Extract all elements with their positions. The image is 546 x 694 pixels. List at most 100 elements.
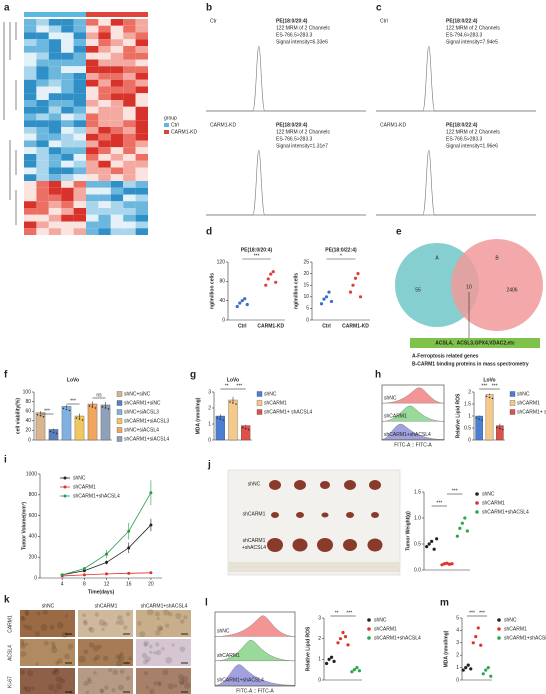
heatmap-cell — [36, 73, 49, 80]
heatmap-cell — [86, 140, 99, 148]
panel-label: k — [4, 595, 10, 606]
signal-label: Signal intensity=6.33e6 — [276, 39, 328, 45]
x-tick-label: Ctrl — [322, 323, 331, 329]
heatmap-cell — [24, 133, 37, 141]
heatmap-cell — [98, 214, 111, 222]
heatmap-cell — [48, 113, 62, 121]
heatmap-cell — [135, 120, 148, 127]
flow-label: shNC — [384, 395, 397, 401]
x-tick-label: Ctrl — [238, 323, 247, 329]
heatmap-cell — [98, 32, 111, 40]
legend-swatch — [116, 427, 123, 433]
dot — [355, 666, 359, 670]
heatmap-cell — [48, 73, 62, 80]
heatmap-cell — [36, 113, 49, 121]
texture — [155, 649, 162, 656]
texture — [20, 615, 25, 620]
heatmap-cell — [86, 214, 99, 222]
legend-swatch — [497, 627, 501, 631]
texture — [156, 617, 160, 621]
significance: ** — [335, 610, 339, 616]
heatmap-cell — [135, 25, 148, 33]
heatmap-cell — [86, 46, 99, 53]
heatmap-cell — [110, 187, 124, 195]
texture — [40, 624, 48, 631]
heatmap-cell — [48, 79, 62, 87]
texture — [97, 644, 102, 649]
dot — [341, 630, 345, 635]
legend-swatch — [367, 627, 371, 631]
texture — [123, 625, 128, 630]
panel-label: h — [375, 370, 381, 381]
texture — [42, 609, 49, 615]
heatmap-cell — [98, 133, 111, 141]
heatmap-cell — [98, 73, 111, 80]
texture — [182, 676, 189, 683]
legend-label: shCARM1 — [482, 500, 505, 506]
flow-axis-label: FITC-A :: FITC-A — [236, 688, 274, 694]
dot — [358, 295, 363, 299]
lipid-label: PE(18:0/20:4) — [276, 122, 308, 128]
heatmap-cell — [110, 25, 124, 33]
heatmap-cell — [110, 174, 124, 181]
heatmap-cell — [135, 174, 148, 181]
heatmap-cell — [123, 106, 136, 114]
heatmap-cell — [86, 113, 99, 121]
panel-label: e — [396, 227, 402, 238]
heatmap-cell — [73, 187, 86, 195]
heatmap-cell — [36, 59, 49, 67]
venn-label: A — [435, 255, 439, 261]
legend-label: shCARM1+shACSL4 — [504, 635, 546, 641]
dot — [329, 299, 334, 304]
x-axis-label: Time(days) — [88, 589, 115, 595]
heatmap-cell — [24, 46, 37, 53]
significance: ** — [225, 383, 229, 389]
texture — [119, 669, 125, 674]
heatmap-cell — [48, 100, 62, 107]
texture — [67, 643, 74, 650]
texture — [154, 629, 161, 636]
heatmap-cell — [24, 174, 37, 181]
heatmap-cell — [36, 100, 49, 107]
heatmap-cell — [110, 86, 124, 94]
texture — [64, 653, 70, 660]
heatmap-cell — [86, 160, 99, 168]
heatmap-cell — [98, 127, 111, 134]
heatmap-cell — [123, 194, 136, 202]
ruler — [228, 562, 400, 572]
heatmap-cell — [98, 106, 111, 114]
texture — [104, 685, 109, 690]
heatmap-cell — [73, 208, 86, 215]
heatmap-cell — [36, 194, 49, 202]
heatmap-cell — [24, 59, 37, 67]
panel-label: g — [190, 370, 196, 381]
transition-label: ES-766.5>283.3 — [446, 136, 482, 142]
texture — [48, 683, 55, 691]
texture — [22, 624, 28, 629]
dot — [327, 657, 331, 661]
heatmap-cell — [24, 25, 37, 33]
y-tick-label: 100 — [23, 389, 32, 395]
heatmap-cell — [135, 19, 148, 26]
texture — [31, 686, 35, 691]
heatmap-cell — [73, 174, 86, 181]
texture — [94, 654, 101, 660]
gene-list: ACSL4、ACSL3,GPX4,VDAC2,etc — [435, 340, 515, 346]
heatmap-cell — [61, 214, 74, 222]
heatmap-cell — [123, 167, 136, 175]
heatmap-cell — [98, 194, 111, 202]
dot — [463, 516, 467, 520]
heatmap-cell — [36, 140, 49, 148]
x-tick-label: 16 — [126, 581, 132, 587]
y-tick-label: 0.0 — [414, 567, 421, 573]
replicate — [104, 407, 107, 409]
replicate — [81, 419, 84, 421]
heatmap-cell — [24, 154, 37, 161]
dot — [269, 272, 273, 276]
heatmap-cell — [123, 93, 136, 100]
x-tick-label: 20 — [148, 581, 154, 587]
dot — [432, 547, 436, 551]
venn-count: 10 — [466, 284, 472, 290]
heatmap-cell — [110, 214, 124, 222]
dot — [243, 297, 247, 301]
